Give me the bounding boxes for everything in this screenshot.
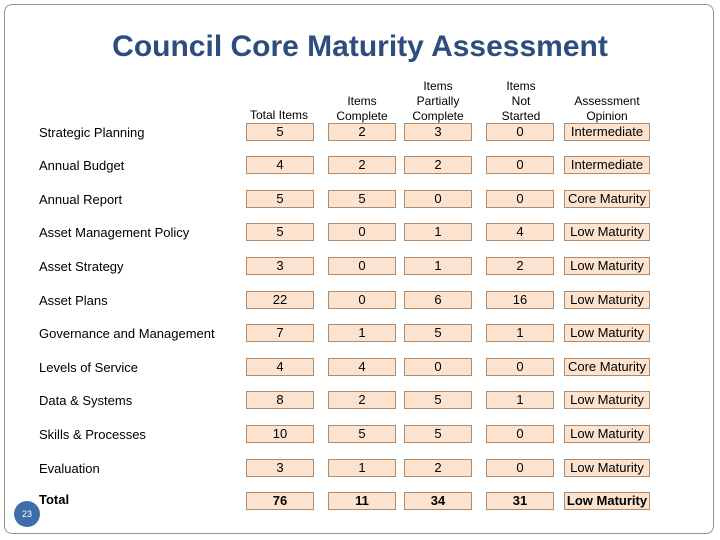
cell-total: 8 xyxy=(246,391,314,409)
cell-total: 22 xyxy=(246,291,314,309)
cell-opinion: Low Maturity xyxy=(564,492,650,510)
row-label: Asset Management Policy xyxy=(39,225,190,240)
cell-complete: 5 xyxy=(328,425,396,443)
row-label: Skills & Processes xyxy=(39,427,146,442)
cell-not-started: 0 xyxy=(486,156,554,174)
row-label: Governance and Management xyxy=(39,326,215,341)
cell-complete: 2 xyxy=(328,156,396,174)
cell-partial: 0 xyxy=(404,190,472,208)
row-label: Data & Systems xyxy=(39,393,133,408)
header-items-not-started: Items Not Started xyxy=(501,79,541,123)
cell-not-started: 0 xyxy=(486,425,554,443)
cell-complete: 11 xyxy=(328,492,396,510)
cell-complete: 4 xyxy=(328,358,396,376)
cell-not-started: 1 xyxy=(486,324,554,342)
cell-total: 3 xyxy=(246,257,314,275)
header-total-items: Total Items xyxy=(249,108,309,122)
cell-not-started: 16 xyxy=(486,291,554,309)
cell-opinion: Low Maturity xyxy=(564,425,650,443)
cell-partial: 5 xyxy=(404,324,472,342)
cell-partial: 5 xyxy=(404,425,472,443)
cell-total: 7 xyxy=(246,324,314,342)
cell-not-started: 0 xyxy=(486,358,554,376)
cell-total: 4 xyxy=(246,358,314,376)
cell-complete: 0 xyxy=(328,223,396,241)
cell-complete: 0 xyxy=(328,257,396,275)
cell-partial: 2 xyxy=(404,459,472,477)
cell-total: 3 xyxy=(246,459,314,477)
cell-partial: 6 xyxy=(404,291,472,309)
cell-opinion: Low Maturity xyxy=(564,391,650,409)
row-label: Levels of Service xyxy=(39,360,138,375)
cell-total: 5 xyxy=(246,123,314,141)
cell-opinion: Core Maturity xyxy=(564,358,650,376)
cell-partial: 0 xyxy=(404,358,472,376)
slide-number: 23 xyxy=(14,501,40,527)
cell-total: 5 xyxy=(246,223,314,241)
cell-not-started: 0 xyxy=(486,190,554,208)
cell-complete: 2 xyxy=(328,391,396,409)
cell-opinion: Low Maturity xyxy=(564,257,650,275)
cell-complete: 5 xyxy=(328,190,396,208)
cell-opinion: Core Maturity xyxy=(564,190,650,208)
cell-partial: 1 xyxy=(404,223,472,241)
cell-total: 76 xyxy=(246,492,314,510)
cell-total: 10 xyxy=(246,425,314,443)
slide-frame xyxy=(4,4,714,534)
cell-not-started: 0 xyxy=(486,123,554,141)
cell-partial: 1 xyxy=(404,257,472,275)
total-label: Total xyxy=(39,492,70,507)
row-label: Annual Budget xyxy=(39,158,125,173)
cell-not-started: 4 xyxy=(486,223,554,241)
cell-partial: 3 xyxy=(404,123,472,141)
cell-not-started: 31 xyxy=(486,492,554,510)
cell-partial: 34 xyxy=(404,492,472,510)
cell-not-started: 2 xyxy=(486,257,554,275)
header-assessment-opinion: Assessment Opinion xyxy=(574,94,640,123)
row-label: Asset Strategy xyxy=(39,259,124,274)
cell-complete: 1 xyxy=(328,324,396,342)
row-label: Asset Plans xyxy=(39,293,108,308)
cell-complete: 0 xyxy=(328,291,396,309)
row-label: Evaluation xyxy=(39,461,100,476)
cell-opinion: Low Maturity xyxy=(564,324,650,342)
cell-not-started: 0 xyxy=(486,459,554,477)
cell-opinion: Intermediate xyxy=(564,156,650,174)
slide-title: Council Core Maturity Assessment xyxy=(112,30,608,63)
row-label: Annual Report xyxy=(39,192,123,207)
cell-complete: 2 xyxy=(328,123,396,141)
cell-total: 4 xyxy=(246,156,314,174)
cell-not-started: 1 xyxy=(486,391,554,409)
cell-opinion: Low Maturity xyxy=(564,459,650,477)
cell-opinion: Low Maturity xyxy=(564,223,650,241)
header-items-partially-complete: Items Partially Complete xyxy=(412,79,464,123)
header-items-complete: Items Complete xyxy=(336,94,388,123)
cell-complete: 1 xyxy=(328,459,396,477)
cell-partial: 2 xyxy=(404,156,472,174)
row-label: Strategic Planning xyxy=(39,125,145,140)
cell-partial: 5 xyxy=(404,391,472,409)
cell-opinion: Low Maturity xyxy=(564,291,650,309)
cell-total: 5 xyxy=(246,190,314,208)
cell-opinion: Intermediate xyxy=(564,123,650,141)
